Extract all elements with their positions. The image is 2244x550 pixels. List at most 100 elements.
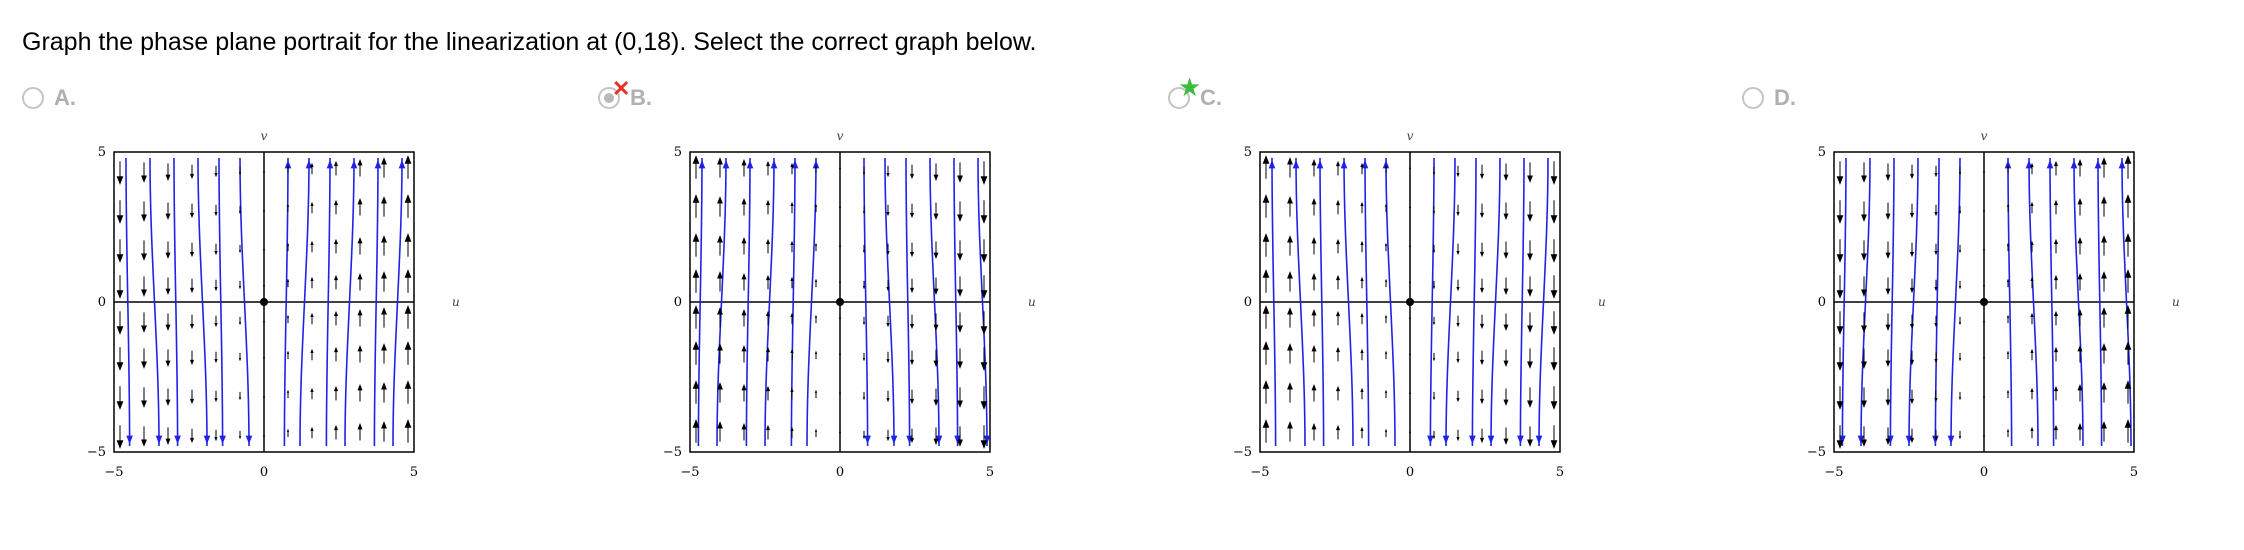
field-arrow [189,251,195,258]
field-arrow [214,212,218,217]
x-axis-label: u [1028,295,1036,309]
field-arrow [1360,387,1364,392]
field-arrow [310,348,314,353]
field-arrow [189,398,195,405]
stream-line [764,157,775,447]
option-label[interactable]: B. [630,85,652,110]
field-arrow [1384,314,1388,318]
field-arrow [717,307,723,315]
x-tick-label: −5 [1824,465,1843,480]
field-arrow [2077,422,2083,430]
option-radio-row[interactable]: C. [1168,80,1222,116]
field-arrow [1262,341,1270,350]
field-arrow [980,362,988,371]
y-tick-label: −5 [87,445,106,460]
field-arrow [886,212,890,217]
field-arrow [1909,287,1915,294]
stream-arrow [326,160,334,169]
field-arrow [333,385,339,392]
field-arrow [957,175,963,183]
field-arrow [1982,435,1986,438]
field-arrow [1479,398,1485,405]
stream-line [1445,157,1456,447]
stream-line [218,157,224,447]
field-arrow [2124,380,2132,389]
field-arrow [2030,240,2034,245]
field-arrow [2077,236,2083,244]
stream-lines [125,157,406,447]
field-arrow [909,251,915,258]
field-arrow [717,343,723,351]
answer-option-c[interactable]: C. ★ −5 0 5 5 0 −5 v u [1168,72,1728,540]
field-arrow [957,439,963,447]
field-arrow [1550,290,1558,299]
field-arrow [1432,322,1436,326]
stream-line [1271,157,1277,447]
stream-line [2049,157,2055,447]
option-label[interactable]: C. [1200,85,1222,110]
answer-option-d[interactable]: D. −5 0 5 5 0 −5 v u [1742,80,2244,540]
radio-button[interactable] [1168,87,1190,109]
field-arrow [1456,287,1460,292]
field-arrow [765,160,771,167]
field-arrow [357,272,363,280]
field-arrow [141,325,147,333]
field-arrow [2053,385,2059,392]
field-arrow [1885,399,1891,407]
field-arrow [1262,305,1270,314]
answer-option-a[interactable]: A. −5 0 5 5 0 −5 v u [22,80,582,540]
field-arrow [1958,436,1962,440]
option-radio-row[interactable]: D. [1742,80,1796,116]
field-arrow [286,350,290,354]
field-arrow [1479,212,1485,219]
field-arrow [262,396,266,399]
field-arrow [404,233,412,242]
radio-button[interactable] [598,87,620,109]
field-arrow [262,435,266,438]
field-arrow [1861,253,1867,261]
option-label[interactable]: A. [54,85,76,110]
field-arrow [886,437,890,442]
option-radio-row[interactable]: B. [598,80,652,116]
y-axis-label: v [1407,129,1414,143]
stream-line [1889,157,1895,447]
stream-arrow [1316,160,1324,169]
field-arrow [1335,346,1341,353]
field-arrow [1287,235,1293,243]
stream-line [863,157,869,447]
answer-option-b[interactable]: B. ✕ −5 0 5 5 0 −5 v u [598,76,1158,540]
field-arrow [1958,397,1962,401]
field-arrow [1360,201,1364,206]
field-arrow [765,385,771,392]
field-arrow [790,276,794,281]
stream-arrow [155,435,163,444]
field-arrow [1479,251,1485,258]
field-arrow [933,174,939,182]
field-arrow [310,240,314,245]
field-arrow [814,242,818,246]
radio-button[interactable] [1742,87,1764,109]
x-tick-label: 0 [260,465,268,480]
field-arrow [933,360,939,368]
field-arrow [141,361,147,369]
stream-arrow [203,435,211,444]
option-label[interactable]: D. [1774,85,1796,110]
field-arrow [886,251,890,256]
field-arrow [790,162,794,167]
field-arrow [1456,212,1460,217]
field-arrow [2124,341,2132,350]
field-arrow [2006,278,2010,282]
field-arrow [1909,398,1915,405]
option-radio-row[interactable]: A. [22,80,76,116]
stream-line [1319,157,1325,447]
stream-line [2121,157,2132,447]
field-arrow [1550,176,1558,185]
field-arrow [933,324,939,332]
field-arrow [2101,307,2107,315]
radio-button[interactable] [22,87,44,109]
field-arrow [141,253,147,261]
y-tick-label: 0 [1244,295,1252,310]
stream-arrow [1268,160,1276,169]
field-arrow [357,344,363,352]
field-arrow [2030,426,2034,431]
